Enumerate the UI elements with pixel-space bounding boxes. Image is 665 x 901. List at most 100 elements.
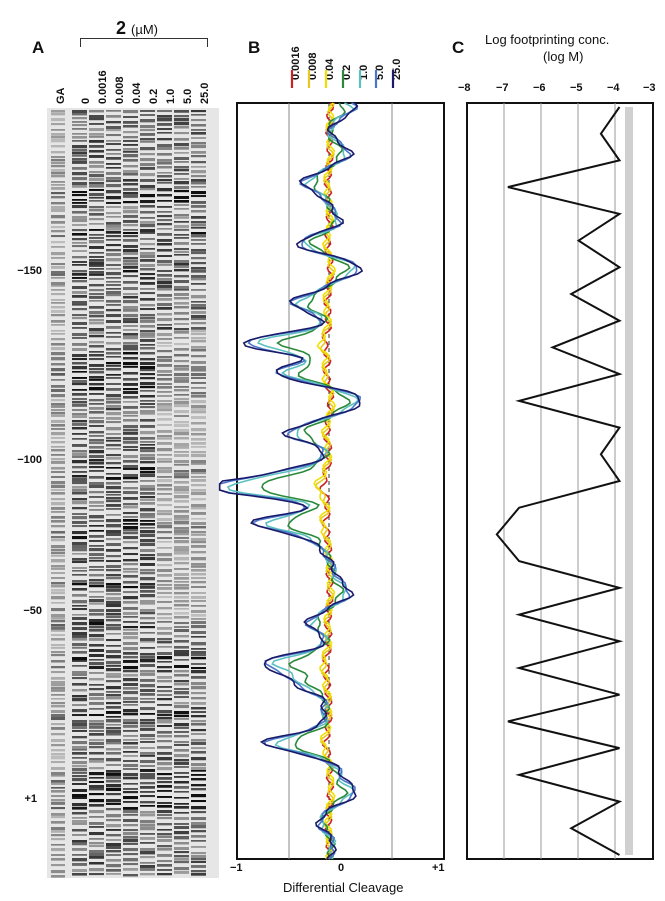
gel-band bbox=[51, 799, 65, 802]
gel-band bbox=[140, 707, 155, 711]
gel-band bbox=[89, 123, 104, 125]
gel-band bbox=[89, 206, 104, 209]
gel-band bbox=[51, 379, 65, 381]
gel-band bbox=[157, 698, 172, 701]
gel-band bbox=[157, 281, 172, 285]
gel-band bbox=[123, 293, 138, 296]
gel-band bbox=[157, 144, 172, 148]
gel-band bbox=[174, 234, 189, 236]
gel-band bbox=[174, 823, 189, 825]
gel-band bbox=[140, 508, 155, 512]
gel-band bbox=[174, 791, 189, 793]
gel-band bbox=[157, 123, 172, 126]
gel-band bbox=[106, 514, 121, 516]
gel-band bbox=[106, 538, 121, 541]
gel-band bbox=[89, 271, 104, 275]
gel-band bbox=[191, 557, 206, 561]
legend-swatches bbox=[290, 70, 395, 88]
gel-band bbox=[72, 308, 87, 311]
gel-band bbox=[191, 252, 206, 255]
gel-band bbox=[106, 342, 121, 345]
gel-band bbox=[51, 394, 65, 398]
gel-band bbox=[51, 424, 65, 427]
gel-band bbox=[89, 515, 104, 519]
gel-band bbox=[123, 742, 138, 745]
gel-band bbox=[51, 727, 65, 730]
gel-band bbox=[123, 807, 138, 810]
gel-band bbox=[174, 424, 189, 428]
gel-band bbox=[174, 354, 189, 357]
gel-band bbox=[89, 368, 104, 371]
gel-band bbox=[191, 657, 206, 660]
gel-band bbox=[157, 233, 172, 236]
gel-band bbox=[123, 848, 138, 852]
gel-band bbox=[51, 215, 65, 219]
gel-band bbox=[157, 584, 172, 586]
gel-band bbox=[123, 378, 138, 381]
gel-band bbox=[72, 185, 87, 188]
gel-band bbox=[89, 826, 104, 828]
gel-band bbox=[51, 347, 65, 351]
gel-band bbox=[174, 181, 189, 185]
gel-band bbox=[72, 444, 87, 447]
gel-band bbox=[123, 388, 138, 391]
gel-band bbox=[51, 790, 65, 793]
gel-band bbox=[140, 689, 155, 692]
gel-band bbox=[106, 264, 121, 267]
gel-band bbox=[123, 660, 138, 663]
gel-band bbox=[157, 617, 172, 620]
gel-band bbox=[174, 731, 189, 733]
gel-band bbox=[191, 526, 206, 529]
gel-band bbox=[72, 182, 87, 186]
gel-band bbox=[51, 830, 65, 833]
gel-band bbox=[89, 358, 104, 361]
gel-band bbox=[140, 268, 155, 271]
gel-band bbox=[51, 821, 65, 824]
gel-band bbox=[51, 525, 65, 528]
gel-band bbox=[174, 691, 189, 695]
gel-band bbox=[106, 110, 121, 112]
gel-band bbox=[106, 524, 121, 528]
gel-band bbox=[106, 196, 121, 200]
gel-band bbox=[51, 802, 65, 805]
gel-band bbox=[174, 659, 189, 661]
gel-band bbox=[51, 289, 65, 291]
gel-band bbox=[191, 170, 206, 174]
gel-band bbox=[72, 466, 87, 469]
gel-band bbox=[123, 868, 138, 871]
gel-band bbox=[51, 827, 65, 831]
gel-band bbox=[72, 280, 87, 283]
gel-band bbox=[191, 763, 206, 767]
gel-band bbox=[72, 768, 87, 772]
gel-band bbox=[89, 644, 104, 647]
gel-band bbox=[174, 266, 189, 269]
gel-band bbox=[51, 516, 65, 519]
gel-band bbox=[157, 704, 172, 706]
gel-band bbox=[72, 205, 87, 209]
gel-band bbox=[157, 438, 172, 440]
gel-band bbox=[174, 229, 189, 231]
gel-band bbox=[89, 136, 104, 138]
gel-band bbox=[123, 796, 138, 800]
gel-band bbox=[51, 476, 65, 479]
gel-band bbox=[51, 666, 65, 669]
gel-band bbox=[174, 173, 189, 175]
gel-band bbox=[123, 170, 138, 174]
gel-band bbox=[106, 421, 121, 424]
gel-band bbox=[123, 342, 138, 345]
gel-band bbox=[123, 366, 138, 368]
gel-band bbox=[191, 366, 206, 370]
gel-band bbox=[191, 201, 206, 204]
gel-band bbox=[174, 715, 189, 718]
gel-band bbox=[106, 494, 121, 496]
gel-band bbox=[140, 851, 155, 855]
gel-band bbox=[106, 394, 121, 398]
gel-band bbox=[123, 192, 138, 195]
gel-band bbox=[140, 513, 155, 516]
gel-band bbox=[123, 621, 138, 623]
gel-band bbox=[174, 348, 189, 351]
gel-band bbox=[174, 650, 189, 654]
gel-band bbox=[106, 491, 121, 494]
gel-band bbox=[72, 133, 87, 135]
gel-band bbox=[174, 293, 189, 296]
